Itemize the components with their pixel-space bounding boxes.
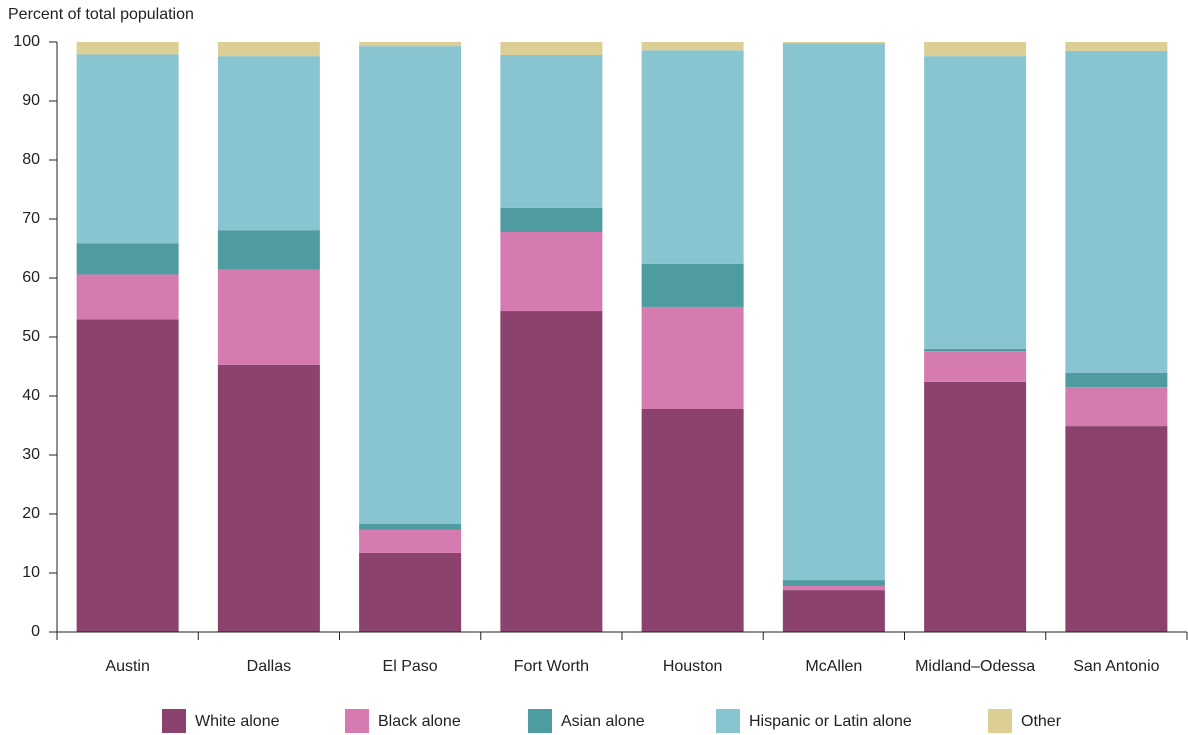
bar-segment [500,54,603,208]
x-tick-label: Midland–Odessa [915,658,1035,675]
bar-segment [217,42,320,57]
x-tick-label: San Antonio [1073,658,1159,675]
y-tick-label: 50 [22,328,40,345]
bar-segment [76,274,179,320]
bar-segment [924,351,1027,382]
bar-segment [1065,387,1168,427]
y-tick-label: 80 [22,151,40,168]
bar-segment [782,43,885,581]
legend-swatch [716,709,740,733]
bar-segment [217,269,320,365]
y-tick-label: 30 [22,446,40,463]
y-tick-label: 90 [22,92,40,109]
legend-swatch [528,709,552,733]
bar-segment [359,529,462,553]
x-tick-label: Austin [105,658,149,675]
y-axis-label: Percent of total population [8,6,194,23]
legend-swatch [988,709,1012,733]
legend-label: Black alone [378,713,461,730]
bar-segment [924,381,1027,632]
x-tick-label: McAllen [805,658,862,675]
bar-segment [782,580,885,586]
bar-segment [217,230,320,270]
bar-segment [641,263,744,307]
bar-segment [359,42,462,47]
bar-segment [359,524,462,530]
bar-segment [924,42,1027,57]
bar-segment [924,56,1027,349]
bar-segment [76,243,179,275]
bar-segment [76,319,179,632]
bar-segment [217,364,320,632]
bar-segment [782,585,885,591]
y-tick-label: 40 [22,387,40,404]
y-tick-label: 20 [22,505,40,522]
x-tick-label: Fort Worth [514,658,589,675]
legend-label: Hispanic or Latin alone [749,713,912,730]
bar-segment [76,42,179,55]
bar-segment [500,42,603,55]
legend-label: Other [1021,713,1062,730]
bar-segment [1065,372,1168,388]
bar-segment [500,207,603,232]
bar-segment [641,42,744,51]
bar-segment [782,42,885,44]
bar-segment [1065,50,1168,373]
x-tick-label: El Paso [383,658,438,675]
x-tick-label: Houston [663,658,723,675]
bar-segment [217,56,320,231]
bar-segment [500,231,603,312]
legend-label: Asian alone [561,713,645,730]
y-tick-label: 60 [22,269,40,286]
y-tick-label: 100 [13,33,40,50]
bar-segment [641,408,744,632]
legend-swatch [345,709,369,733]
bar-segment [500,311,603,632]
bar-segment [1065,426,1168,632]
y-tick-label: 10 [22,564,40,581]
y-tick-label: 0 [31,623,40,640]
bar-segment [782,590,885,632]
bar-segment [924,348,1027,352]
y-tick-label: 70 [22,210,40,227]
bar-segment [641,306,744,409]
bar-segment [359,46,462,525]
bar-segment [359,552,462,632]
bar-segment [1065,42,1168,51]
legend-label: White alone [195,713,280,730]
x-tick-label: Dallas [247,658,291,675]
legend-swatch [162,709,186,733]
bar-segment [641,50,744,264]
bar-segment [76,54,179,244]
